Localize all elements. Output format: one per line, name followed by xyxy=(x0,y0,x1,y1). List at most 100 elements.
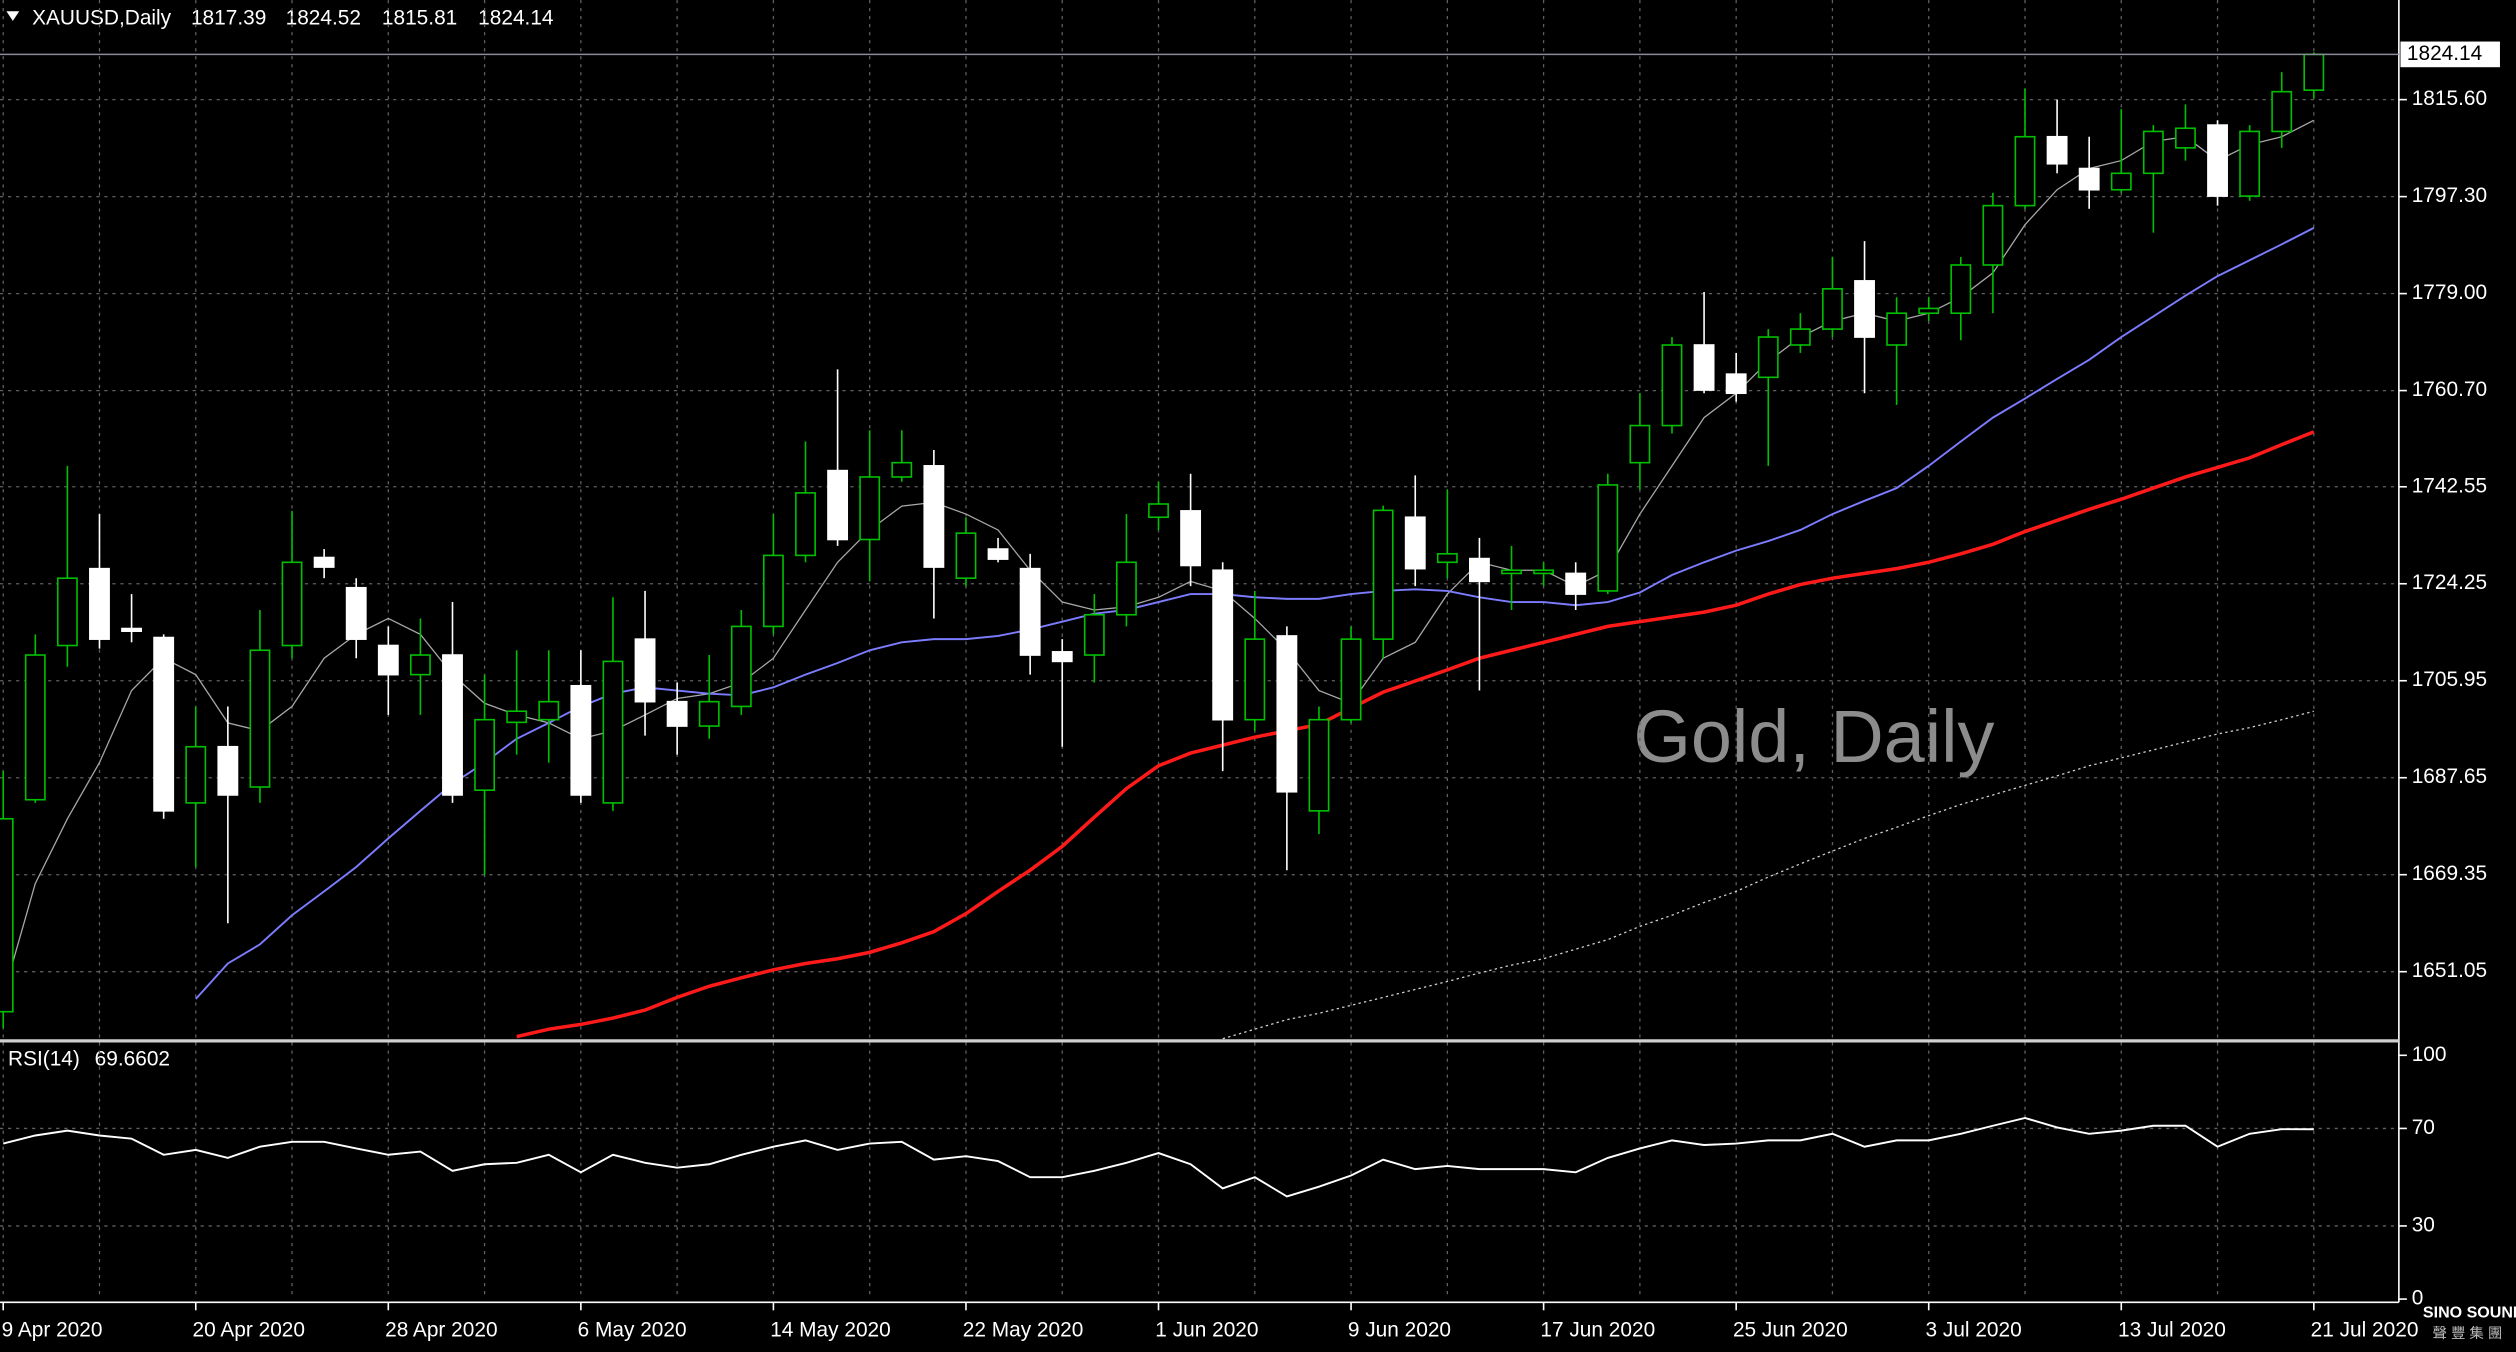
x-tick-label: 22 May 2020 xyxy=(963,1319,1084,1342)
y-tick-label: 70 xyxy=(2412,1116,2435,1139)
candle-body xyxy=(1372,509,1394,640)
candle-body xyxy=(1501,569,1522,575)
candle-body xyxy=(634,638,656,703)
candle-body xyxy=(474,718,496,791)
x-tick-label: 3 Jul 2020 xyxy=(1926,1319,2022,1342)
candle-body xyxy=(1789,328,1811,346)
x-tick-label: 25 Jun 2020 xyxy=(1733,1319,1848,1342)
candle-body xyxy=(217,745,239,796)
candle-body xyxy=(602,660,624,804)
candle-body xyxy=(1148,503,1169,519)
candle-body xyxy=(1597,484,1619,592)
logo-text: SINO SOUND xyxy=(2423,1304,2516,1322)
candle-body xyxy=(1115,561,1137,616)
candle-body xyxy=(121,627,143,632)
candle-body xyxy=(313,556,335,568)
candle-body xyxy=(1693,344,1715,391)
candle-body xyxy=(506,710,528,724)
candle-body xyxy=(795,492,816,557)
candle-body xyxy=(2271,90,2293,133)
candle-body xyxy=(1661,344,1683,427)
candle-body xyxy=(1469,557,1490,583)
y-tick-label: 1669.35 xyxy=(2412,862,2487,885)
candle-body xyxy=(730,625,752,708)
candle-body xyxy=(2078,167,2100,191)
y-tick-label: 100 xyxy=(2412,1043,2447,1066)
x-tick-label: 9 Jun 2020 xyxy=(1348,1319,1451,1342)
candle-body xyxy=(1918,307,1940,315)
candle-body xyxy=(1982,204,2004,266)
candle-body xyxy=(1565,572,1587,595)
candle-body xyxy=(762,554,784,628)
x-tick-label: 17 Jun 2020 xyxy=(1540,1319,1655,1342)
candle-body xyxy=(345,586,367,640)
candle-body xyxy=(1404,516,1426,570)
header-close: 1824.14 xyxy=(478,7,553,30)
candle-body xyxy=(1308,718,1330,812)
candle-body xyxy=(2239,130,2261,197)
candle-body xyxy=(987,548,1009,560)
y-tick-label: 30 xyxy=(2412,1213,2435,1236)
y-tick-label: 1724.25 xyxy=(2412,571,2487,594)
candle-body xyxy=(2207,124,2228,197)
candle-body xyxy=(859,476,881,541)
y-tick-label: 1797.30 xyxy=(2412,184,2487,207)
last-price-label: 1824.14 xyxy=(2407,42,2482,65)
candle-body xyxy=(698,700,720,727)
candle-body xyxy=(955,532,977,579)
candle-body xyxy=(1436,553,1458,564)
candle-body xyxy=(1533,569,1555,575)
candle-body xyxy=(666,700,688,727)
x-tick-label: 20 Apr 2020 xyxy=(193,1319,305,1342)
y-tick-label: 1742.55 xyxy=(2412,474,2487,497)
candle-body xyxy=(185,745,207,804)
candle-body xyxy=(2175,127,2196,149)
x-tick-label: 6 May 2020 xyxy=(578,1319,687,1342)
candle-body xyxy=(1244,638,1266,721)
candle-body xyxy=(1340,638,1362,721)
symbol-title: XAUUSD,Daily xyxy=(32,7,172,30)
labels-layer: 9 Apr 2020 20 Apr 2020 28 Apr 2020 6 May 20… xyxy=(2,41,2500,1342)
last-price-tag xyxy=(2400,41,2500,68)
candle-body xyxy=(1822,288,1843,330)
candle-body xyxy=(1886,312,1908,346)
watermark: Gold, Daily xyxy=(1633,695,1994,778)
candle-body xyxy=(2014,135,2036,207)
marks-layer xyxy=(0,52,2399,1198)
header-high: 1824.52 xyxy=(286,7,361,30)
candle-body xyxy=(56,577,78,647)
header-low: 1815.81 xyxy=(382,7,457,30)
candle-body xyxy=(1019,567,1041,656)
x-tick-label: 21 Jul 2020 xyxy=(2311,1319,2419,1342)
candle-body xyxy=(2046,135,2068,165)
candle-body xyxy=(923,465,945,568)
header-open: 1817.39 xyxy=(191,7,266,30)
rsi-value: 69.6602 xyxy=(95,1048,170,1071)
candle-body xyxy=(1629,424,1651,464)
candle-body xyxy=(442,654,463,796)
candle-body xyxy=(538,700,560,721)
y-tick-label: 0 xyxy=(2412,1287,2424,1310)
candle-body xyxy=(89,567,110,640)
candle-body xyxy=(1276,635,1298,793)
candle-body xyxy=(1950,264,1972,315)
logo-subtext: 聲 豐 集 團 xyxy=(2433,1325,2503,1342)
x-tick-label: 9 Apr 2020 xyxy=(2,1319,103,1342)
menu-arrow[interactable] xyxy=(6,11,20,21)
x-tick-label: 28 Apr 2020 xyxy=(385,1319,497,1342)
candle-body xyxy=(891,461,913,478)
candle-body xyxy=(281,561,303,647)
y-tick-label: 1651.05 xyxy=(2412,959,2487,982)
candle-body xyxy=(409,654,431,676)
y-tick-label: 1705.95 xyxy=(2412,668,2487,691)
y-tick-label: 1815.60 xyxy=(2412,87,2487,110)
candle-body xyxy=(570,684,592,796)
x-tick-label: 1 Jun 2020 xyxy=(1155,1319,1258,1342)
candle-body xyxy=(1757,336,1779,379)
rsi-line xyxy=(2,1116,2314,1198)
x-tick-label: 14 May 2020 xyxy=(770,1319,891,1342)
candle-body xyxy=(24,654,46,801)
candle-body xyxy=(1725,373,1747,395)
